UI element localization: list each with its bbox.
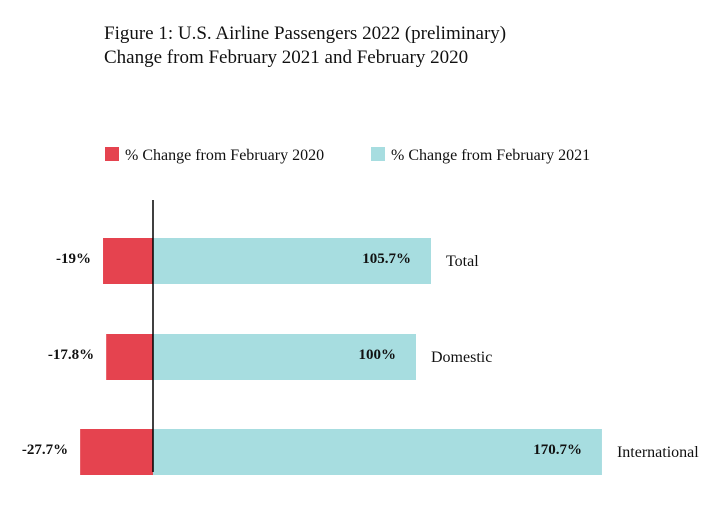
bar-2020-total: [103, 238, 153, 284]
data-label-2020-domestic: -17.8%: [48, 347, 94, 363]
chart-title: Figure 1: U.S. Airline Passengers 2022 (…: [104, 23, 506, 44]
data-label-2020-international: -27.7%: [22, 442, 68, 458]
data-label-2021-domestic: 100%: [359, 347, 397, 363]
bar-2020-domestic: [106, 334, 153, 380]
data-label-2020-total: -19%: [56, 251, 91, 267]
legend-label-2020: % Change from February 2020: [125, 147, 324, 164]
bar-2021-international: [153, 429, 602, 475]
bar-2020-international: [80, 429, 153, 475]
data-label-2021-total: 105.7%: [362, 251, 411, 267]
category-label-international: International: [617, 444, 699, 461]
labels-group: -19% 105.7% Total -17.8% 100% Domestic -27.7% 1…: [22, 251, 699, 461]
category-label-domestic: Domestic: [431, 349, 492, 366]
chart-subtitle: Change from February 2021 and February 2…: [104, 47, 468, 68]
data-label-2021-international: 170.7%: [533, 442, 582, 458]
bar-2021-domestic: [153, 334, 416, 380]
bars-group: [80, 238, 602, 475]
legend: % Change from February 2020 % Change fro…: [105, 147, 590, 164]
bar-2021-total: [153, 238, 431, 284]
legend-label-2021: % Change from February 2021: [391, 147, 590, 164]
legend-swatch-2021: [371, 147, 385, 161]
category-label-total: Total: [446, 253, 479, 270]
legend-swatch-2020: [105, 147, 119, 161]
